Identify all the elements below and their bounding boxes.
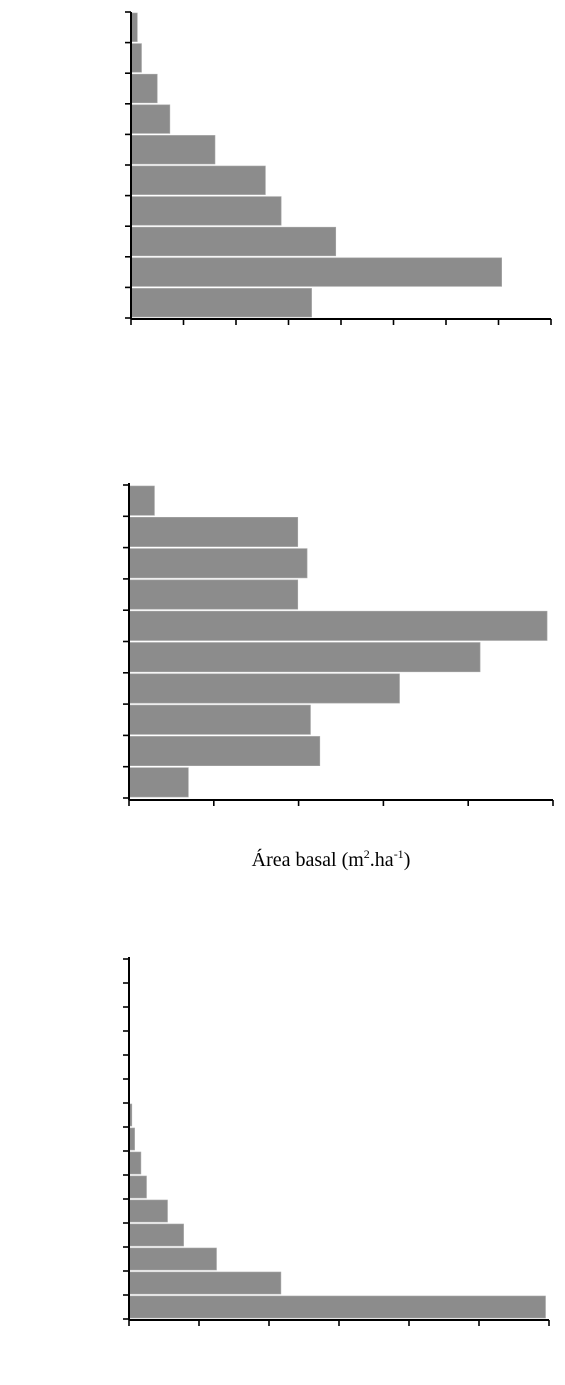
bar-1-4: [128, 642, 481, 673]
bar-1-2: [128, 704, 311, 735]
bar-0-8: [130, 43, 142, 73]
bar-0-6: [130, 104, 171, 134]
x-axis-label-part-xlabel_main: Área basal (m: [252, 848, 365, 871]
bar-0-1: [130, 257, 502, 287]
bar-2-0: [128, 1295, 546, 1319]
bar-1-9: [128, 485, 155, 516]
bar-2-6: [128, 1151, 142, 1175]
bar-0-3: [130, 196, 282, 226]
bar-1-5: [128, 610, 548, 641]
bar-2-4: [128, 1199, 168, 1223]
bar-0-7: [130, 73, 158, 104]
bar-1-3: [128, 673, 400, 704]
x-axis-label-part-xlabel_sup1: 2: [364, 847, 370, 861]
bar-2-1: [128, 1271, 282, 1295]
bar-2-5: [128, 1175, 147, 1199]
bar-1-7: [128, 548, 308, 579]
x-axis-label-part-xlabel_mid: .ha: [370, 849, 394, 871]
bar-2-2: [128, 1247, 217, 1271]
bar-1-0: [128, 767, 189, 798]
bar-0-5: [130, 135, 216, 165]
x-axis-label-1: Área basal (m2.ha-1): [252, 847, 411, 871]
bar-1-8: [128, 516, 299, 547]
bar-0-0: [130, 288, 312, 318]
bar-1-1: [128, 736, 321, 767]
x-axis-label-part-xlabel_sup2: -1: [394, 847, 404, 861]
bar-1-6: [128, 579, 299, 610]
bar-0-4: [130, 165, 266, 195]
x-axis-label-part-xlabel_end: ): [404, 849, 411, 871]
bar-0-2: [130, 226, 337, 257]
bar-2-3: [128, 1223, 184, 1247]
